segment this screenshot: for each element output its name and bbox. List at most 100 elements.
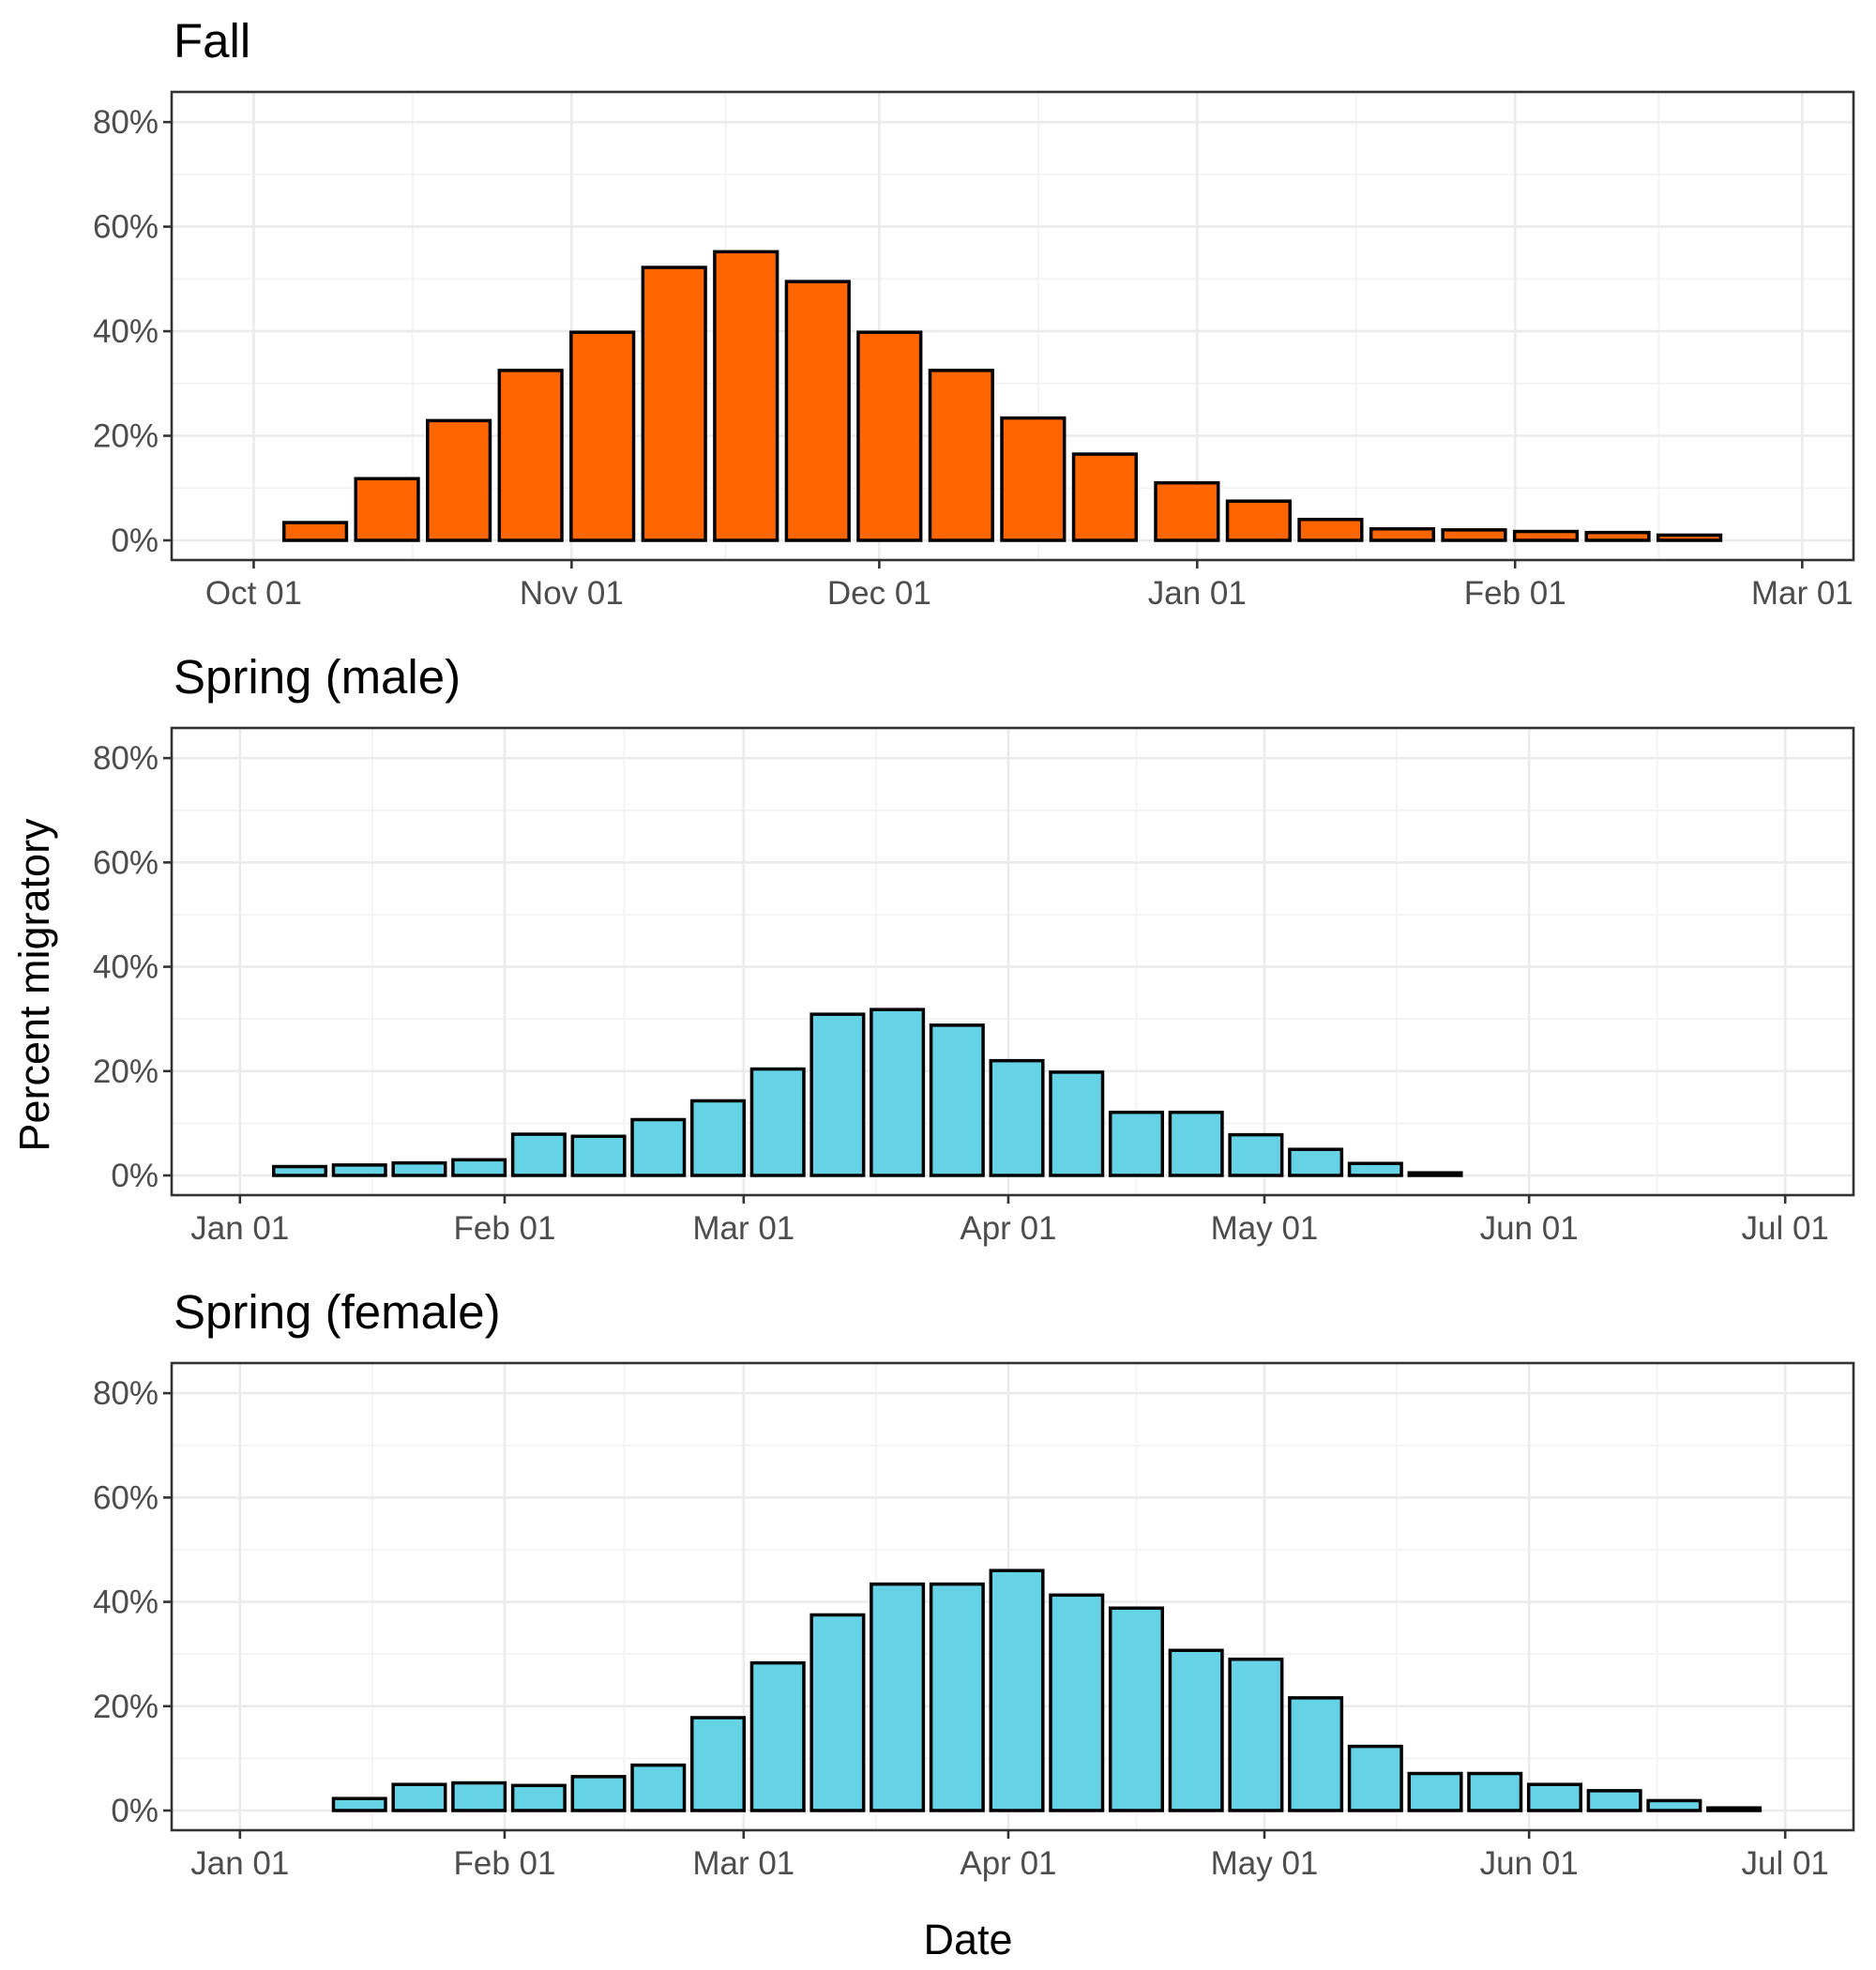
bar [1646,1798,1702,1812]
x-tick-label: Jan 01 [190,1845,289,1882]
x-tick-label: Jan 01 [1148,575,1247,612]
bar [497,369,564,542]
bar [510,1132,567,1177]
bar [689,1716,747,1812]
y-tick-label: 20% [93,1689,159,1725]
bar [1369,526,1436,542]
x-tick-label: Mar 01 [1751,575,1853,612]
bar [391,1782,447,1812]
panel-title: Spring (male) [174,650,461,704]
bar [1228,1657,1284,1812]
y-tick-label: 0% [111,523,159,559]
panel-title: Spring (female) [174,1285,501,1339]
bar [1706,1806,1763,1812]
bar [641,265,707,542]
bar [281,521,349,542]
panel-title: Fall [174,14,250,68]
bar [451,1158,507,1177]
bar [870,1582,926,1812]
panel-border [170,726,1855,1197]
bar [784,280,851,542]
bar [1288,1147,1344,1177]
bar [1288,1696,1344,1812]
bar [1071,452,1138,542]
bar [1228,1132,1284,1177]
bar [510,1783,567,1812]
x-tick-label: Mar 01 [692,1210,794,1247]
bar [1154,480,1220,542]
bar [630,1117,687,1177]
bar [391,1160,447,1177]
panels: Fall 0% 20% 40% 60% 80% Oct 01 Nov 01 Dec 01 Jan … [93,14,1855,1882]
bar [929,1023,985,1177]
y-tick-label: 20% [93,418,159,455]
bar [989,1058,1045,1177]
bar [1297,517,1364,542]
bar [630,1763,687,1812]
x-tick-label: Oct 01 [205,575,302,612]
x-tick-label: Dec 01 [827,575,931,612]
y-tick-label: 0% [111,1793,159,1829]
y-tick-label: 60% [93,1479,159,1516]
bar [1407,1171,1463,1177]
bar [809,1012,866,1177]
bar [1347,1161,1403,1177]
x-tick-label: May 01 [1211,1210,1319,1247]
y-tick-label: 60% [93,209,159,246]
x-tick-label: Mar 01 [692,1845,794,1882]
x-tick-label: Feb 01 [1464,575,1566,612]
y-tick-label: 80% [93,104,159,141]
bar [331,1796,387,1812]
y-axis-title: Percent migratory [10,818,58,1152]
bar [928,369,994,542]
bar [1467,1771,1523,1812]
panel-border [170,1361,1855,1832]
x-tick-label: Apr 01 [960,1210,1056,1247]
bar [426,418,492,542]
y-tick-label: 20% [93,1053,159,1090]
bar [1049,1070,1105,1177]
bar [331,1163,387,1177]
bar [1168,1648,1224,1812]
y-tick-label: 60% [93,844,159,881]
panel-border [170,90,1855,562]
bar [569,330,636,542]
y-tick-label: 80% [93,740,159,777]
panel-1: Fall 0% 20% 40% 60% 80% Oct 01 Nov 01 Dec 01 Jan … [93,14,1855,612]
y-tick-label: 40% [93,949,159,986]
x-tick-label: Jun 01 [1480,1845,1579,1882]
bar [749,1660,806,1812]
bar [1225,499,1292,542]
x-tick-label: Jul 01 [1741,1845,1828,1882]
y-tick-label: 0% [111,1158,159,1194]
x-axis-title: Date [923,1916,1012,1963]
bar [1347,1744,1403,1812]
bar [1049,1593,1105,1812]
bar [989,1568,1045,1812]
bar [570,1134,627,1177]
y-tick-label: 40% [93,1584,159,1621]
y-tick-label: 80% [93,1375,159,1412]
y-tick-label: 40% [93,313,159,350]
panel-2: Spring (male) 0% 20% 40% 60% 80% Jan 01 Feb 01 M… [93,650,1855,1247]
x-tick-label: May 01 [1211,1845,1319,1882]
bar [1000,416,1067,542]
x-tick-label: Jul 01 [1741,1210,1828,1247]
bar [749,1067,806,1177]
bar [451,1781,507,1812]
bar [809,1613,866,1812]
bar [689,1099,747,1177]
x-tick-label: Apr 01 [960,1845,1056,1882]
bar [929,1582,985,1812]
bar [1441,528,1507,542]
bar [1108,1110,1164,1177]
x-tick-label: Feb 01 [453,1845,555,1882]
bar [354,477,420,542]
x-tick-label: Jun 01 [1480,1210,1579,1247]
bar [1586,1789,1642,1812]
bar [1656,533,1723,542]
bar [713,250,779,542]
bar [1407,1771,1463,1812]
bar [570,1775,627,1812]
